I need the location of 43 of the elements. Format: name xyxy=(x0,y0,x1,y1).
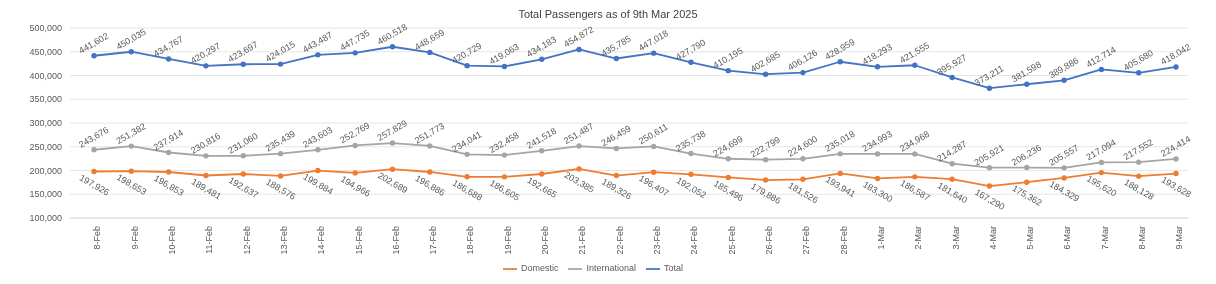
y-tick-label: 100,000 xyxy=(29,213,62,224)
x-tick-label: 28-Feb xyxy=(838,226,849,255)
x-tick-label: 9-Feb xyxy=(129,226,140,250)
x-tick-label: 6-Mar xyxy=(1062,226,1073,250)
x-tick-label: 18-Feb xyxy=(465,226,476,255)
x-tick-label: 12-Feb xyxy=(241,226,252,255)
x-tick-label: 24-Feb xyxy=(689,226,700,255)
x-tick-label: 20-Feb xyxy=(540,226,551,255)
x-tick-label: 19-Feb xyxy=(502,226,513,255)
x-tick-label: 27-Feb xyxy=(801,226,812,255)
x-tick-label: 26-Feb xyxy=(763,226,774,255)
x-tick-label: 8-Mar xyxy=(1137,226,1148,250)
x-tick-label: 3-Mar xyxy=(950,226,961,250)
x-tick-label: 8-Feb xyxy=(92,226,103,250)
x-tick-label: 2-Mar xyxy=(913,226,924,250)
x-tick-label: 16-Feb xyxy=(390,226,401,255)
x-tick-label: 5-Mar xyxy=(1025,226,1036,250)
x-tick-label: 15-Feb xyxy=(353,226,364,255)
x-tick-label: 23-Feb xyxy=(652,226,663,255)
x-tick-label: 10-Feb xyxy=(167,226,178,255)
x-tick-label: 22-Feb xyxy=(614,226,625,255)
x-tick-label: 1-Mar xyxy=(875,226,886,250)
legend-label: Total xyxy=(664,263,684,274)
y-tick-label: 500,000 xyxy=(29,23,62,34)
x-tick-label: 21-Feb xyxy=(577,226,588,255)
y-tick-label: 450,000 xyxy=(29,46,62,57)
x-tick-label: 14-Feb xyxy=(316,226,327,255)
legend-label: Domestic xyxy=(520,263,559,274)
x-tick-label: 7-Mar xyxy=(1099,226,1110,250)
chart-title: Total Passengers as of 9th Mar 2025 xyxy=(518,8,698,20)
y-tick-label: 400,000 xyxy=(29,70,62,81)
y-tick-label: 350,000 xyxy=(29,94,62,105)
y-tick-label: 150,000 xyxy=(29,189,62,200)
x-tick-label: 4-Mar xyxy=(987,226,998,250)
x-tick-label: 17-Feb xyxy=(428,226,439,255)
x-tick-label: 25-Feb xyxy=(726,226,737,255)
x-tick-label: 9-Mar xyxy=(1174,226,1185,250)
y-tick-label: 300,000 xyxy=(29,118,62,129)
y-tick-label: 200,000 xyxy=(29,165,62,176)
legend-label: International xyxy=(586,263,637,274)
y-tick-label: 250,000 xyxy=(29,141,62,152)
x-tick-label: 11-Feb xyxy=(204,226,215,254)
x-tick-label: 13-Feb xyxy=(278,226,289,255)
